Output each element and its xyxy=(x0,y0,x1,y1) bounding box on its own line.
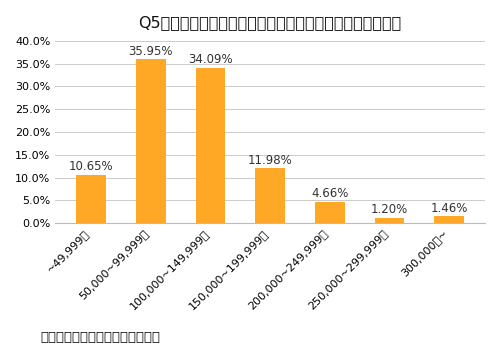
Text: 1.46%: 1.46% xyxy=(430,202,468,214)
Bar xyxy=(374,218,404,223)
Text: 34.09%: 34.09% xyxy=(188,53,232,66)
Bar xyxy=(255,169,285,223)
Bar xyxy=(136,59,166,223)
Text: 1.20%: 1.20% xyxy=(371,203,408,216)
Text: 10.65%: 10.65% xyxy=(68,160,114,173)
Bar xyxy=(434,217,464,223)
Text: カーリースの定額カルモくん調べ: カーリースの定額カルモくん調べ xyxy=(40,331,160,344)
Text: 35.95%: 35.95% xyxy=(128,44,173,58)
Bar xyxy=(315,202,344,223)
Text: 11.98%: 11.98% xyxy=(248,154,292,167)
Bar xyxy=(196,68,226,223)
Text: 4.66%: 4.66% xyxy=(311,187,348,200)
Bar xyxy=(76,175,106,223)
Title: Q5：直近の車検について、出費はいくらくらいでしたか？: Q5：直近の車検について、出費はいくらくらいでしたか？ xyxy=(138,15,402,30)
